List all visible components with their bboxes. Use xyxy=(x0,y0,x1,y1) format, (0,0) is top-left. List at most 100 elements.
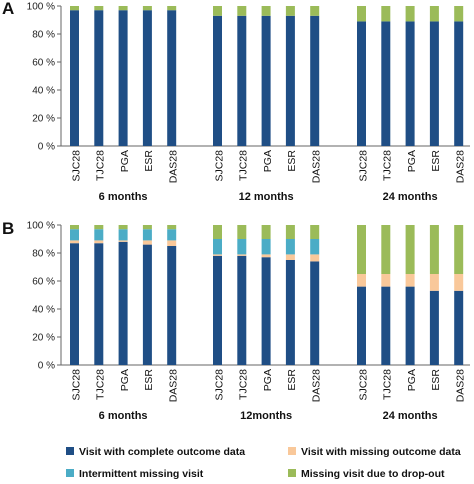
bar-segment xyxy=(70,225,79,230)
bar-segment xyxy=(429,290,439,365)
bar-segment xyxy=(213,6,222,16)
bar-segment xyxy=(285,6,295,16)
category-label: PGA xyxy=(119,150,131,172)
category-label: PGA xyxy=(119,369,131,391)
bar-segment xyxy=(167,10,177,147)
category-label: ESR xyxy=(143,369,155,391)
bar-segment xyxy=(261,257,271,365)
bar-segment xyxy=(167,225,177,230)
bar-segment xyxy=(142,225,152,230)
bar-segment xyxy=(357,274,366,287)
bar-segment xyxy=(237,15,247,146)
bar-segment xyxy=(142,229,152,241)
bar-segment xyxy=(405,225,415,274)
category-label: ESR xyxy=(143,150,155,172)
legend-swatch xyxy=(66,447,74,455)
bar-segment xyxy=(167,6,177,11)
y-tick-label: 0 % xyxy=(38,142,55,153)
category-label: SJC28 xyxy=(213,369,225,401)
group-label: 6 months xyxy=(99,191,148,203)
category-label: DAS28 xyxy=(310,369,322,402)
bar-segment xyxy=(381,286,391,365)
bar-segment xyxy=(357,21,366,146)
category-label: PGA xyxy=(262,369,274,391)
bar-segment xyxy=(118,10,128,147)
category-label: ESR xyxy=(430,369,442,391)
bar-segment xyxy=(213,254,222,256)
category-label: TJC28 xyxy=(238,369,250,400)
bar-segment xyxy=(285,15,295,146)
bar-segment xyxy=(70,10,79,147)
bar-segment xyxy=(454,21,464,146)
bar-segment xyxy=(405,21,415,146)
bar-segment xyxy=(142,244,152,365)
bar-segment xyxy=(237,6,247,16)
legend-label: Visit with missing outcome data xyxy=(301,446,461,458)
bar-segment xyxy=(167,240,177,246)
panel-label: B xyxy=(2,219,14,238)
category-label: TJC28 xyxy=(95,369,107,400)
group-label: 12months xyxy=(240,410,292,422)
category-label: TJC28 xyxy=(382,369,394,400)
y-tick-label: 0 % xyxy=(38,361,55,372)
bar-segment xyxy=(237,225,247,239)
bar-segment xyxy=(94,243,104,365)
bar-segment xyxy=(381,274,391,287)
bar-segment xyxy=(261,239,271,255)
category-label: SJC28 xyxy=(357,150,369,182)
bar-segment xyxy=(213,255,222,365)
category-label: SJC28 xyxy=(213,150,225,182)
bar-segment xyxy=(405,274,415,287)
y-tick-label: 100 % xyxy=(27,2,55,13)
y-tick-label: 80 % xyxy=(32,249,55,260)
legend-label: Visit with complete outcome data xyxy=(79,446,245,458)
bar-segment xyxy=(357,225,366,274)
bar-segment xyxy=(118,240,128,242)
legend-swatch xyxy=(288,469,296,477)
panel-label: A xyxy=(2,0,14,18)
bar-segment xyxy=(167,229,177,241)
bar-segment xyxy=(429,6,439,22)
y-tick-label: 20 % xyxy=(32,114,55,125)
bar-segment xyxy=(237,239,247,255)
bar-segment xyxy=(237,254,247,256)
bar-segment xyxy=(237,255,247,365)
bar-segment xyxy=(261,225,271,239)
bar-segment xyxy=(454,290,464,365)
category-label: DAS28 xyxy=(454,150,466,183)
bar-segment xyxy=(94,6,104,11)
category-label: TJC28 xyxy=(382,150,394,181)
group-label: 24 months xyxy=(383,410,438,422)
bar-segment xyxy=(310,254,320,262)
bar-segment xyxy=(142,6,152,11)
category-label: ESR xyxy=(286,369,298,391)
bar-segment xyxy=(381,6,391,22)
bar-segment xyxy=(213,239,222,255)
y-tick-label: 40 % xyxy=(32,305,55,316)
bar-segment xyxy=(310,239,320,255)
legend-label: Missing visit due to drop-out xyxy=(301,468,445,480)
bar-segment xyxy=(94,10,104,147)
y-tick-label: 60 % xyxy=(32,58,55,69)
category-label: TJC28 xyxy=(95,150,107,181)
bar-segment xyxy=(454,225,464,274)
bar-segment xyxy=(167,246,177,365)
bar-segment xyxy=(381,21,391,146)
bar-segment xyxy=(285,239,295,255)
bar-segment xyxy=(285,260,295,365)
y-tick-label: 80 % xyxy=(32,30,55,41)
group-label: 6 months xyxy=(99,410,148,422)
bar-segment xyxy=(70,243,79,365)
bar-segment xyxy=(454,274,464,291)
bar-segment xyxy=(285,225,295,239)
category-label: SJC28 xyxy=(70,369,82,401)
category-label: SJC28 xyxy=(357,369,369,401)
bar-segment xyxy=(310,225,320,239)
bar-segment xyxy=(285,254,295,260)
bar-segment xyxy=(310,6,320,16)
y-tick-label: 20 % xyxy=(32,333,55,344)
bar-segment xyxy=(94,229,104,241)
category-label: DAS28 xyxy=(167,369,179,402)
bar-segment xyxy=(310,15,320,146)
legend-swatch xyxy=(66,469,74,477)
